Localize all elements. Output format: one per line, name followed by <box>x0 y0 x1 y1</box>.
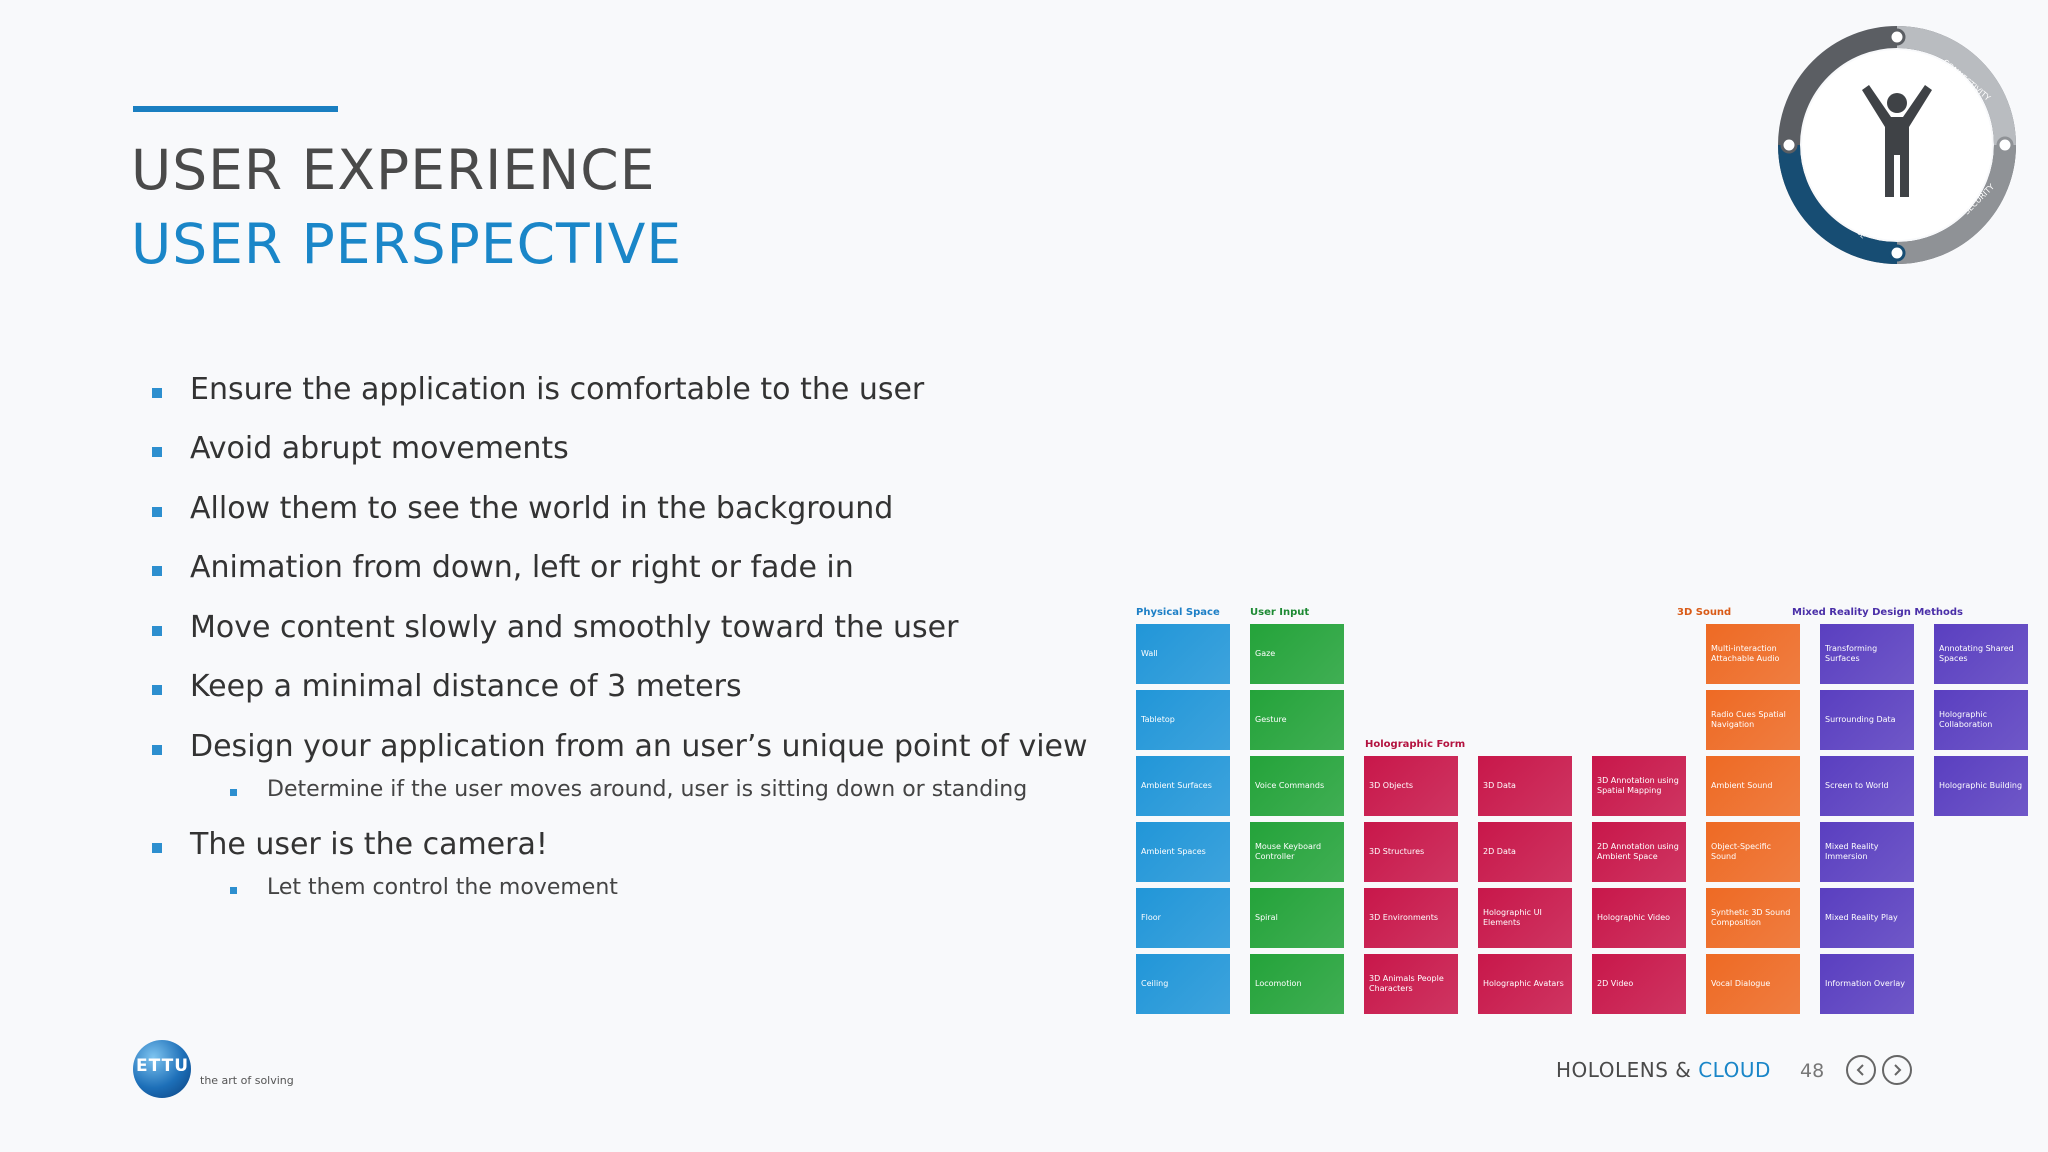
periodic-tile: Vocal Dialogue <box>1706 954 1800 1014</box>
ring-joint <box>1888 244 1906 262</box>
bullet-text: Ensure the application is comfortable to… <box>190 372 925 407</box>
periodic-tile: Gesture <box>1250 690 1344 750</box>
sub-bullet-text: Let them control the movement <box>267 875 618 900</box>
mixed-reality-periodic-table: Physical Space User Input Holographic Fo… <box>1128 600 2028 1020</box>
periodic-tile: Surrounding Data <box>1820 690 1914 750</box>
bullet-text: Move content slowly and smoothly toward … <box>190 610 959 645</box>
bullet-text: Allow them to see the world in the backg… <box>190 491 894 526</box>
footer-brand: HOLOLENS & CLOUD <box>1556 1058 1771 1082</box>
periodic-tile: 2D Video <box>1592 954 1686 1014</box>
ring-joint <box>1888 28 1906 46</box>
periodic-tile: Ambient Sound <box>1706 756 1800 816</box>
periodic-tile: Locomotion <box>1250 954 1344 1014</box>
bullet-square-icon <box>152 507 162 517</box>
footer-brand-accent: CLOUD <box>1698 1058 1771 1082</box>
periodic-tile: 3D Environments <box>1364 888 1458 948</box>
periodic-tile: 3D Structures <box>1364 822 1458 882</box>
title-accent-rule <box>133 106 338 112</box>
periodic-tile: Transforming Surfaces <box>1820 624 1914 684</box>
ring-segment-security <box>1896 144 2016 264</box>
bullet-text: Animation from down, left or right or fa… <box>190 550 854 585</box>
periodic-tile: Mixed Reality Play <box>1820 888 1914 948</box>
periodic-tile: Tabletop <box>1136 690 1230 750</box>
periodic-tile: Radio Cues Spatial Navigation <box>1706 690 1800 750</box>
bullet-text: Avoid abrupt movements <box>190 431 569 466</box>
bullet-square-icon <box>152 843 162 853</box>
category-label-mr-design-methods: Mixed Reality Design Methods <box>1792 607 1963 618</box>
periodic-tile: Synthetic 3D Sound Composition <box>1706 888 1800 948</box>
periodic-tile: Spiral <box>1250 888 1344 948</box>
ettu-tagline: the art of solving <box>200 1074 294 1087</box>
ring-segment-connectivity <box>1896 26 2016 146</box>
periodic-tile: Holographic Avatars <box>1478 954 1572 1014</box>
page-number: 48 <box>1800 1060 1825 1082</box>
periodic-tile: 2D Annotation using Ambient Space <box>1592 822 1686 882</box>
periodic-tile: Ambient Surfaces <box>1136 756 1230 816</box>
bullet-text: Keep a minimal distance of 3 meters <box>190 669 742 704</box>
bullet-square-icon <box>152 626 162 636</box>
bullet-text: The user is the camera! <box>190 827 548 862</box>
bullet-square-icon <box>152 447 162 457</box>
slide-subtitle: USER PERSPECTIVE <box>131 212 683 276</box>
bullet-square-icon <box>152 685 162 695</box>
periodic-tile: Floor <box>1136 888 1230 948</box>
periodic-tile: Holographic UI Elements <box>1478 888 1572 948</box>
sub-bullet-square-icon <box>230 789 237 796</box>
periodic-tile: Mixed Reality Immersion <box>1820 822 1914 882</box>
ring-segment-user-experience <box>1778 144 1898 264</box>
periodic-tile: 2D Data <box>1478 822 1572 882</box>
next-slide-button[interactable] <box>1882 1055 1912 1085</box>
periodic-tile: Object-Specific Sound <box>1706 822 1800 882</box>
category-label-user-input: User Input <box>1250 607 1310 618</box>
periodic-tile: 3D Annotation using Spatial Mapping <box>1592 756 1686 816</box>
bullet-text: Design your application from an user’s u… <box>190 729 1088 764</box>
periodic-tile: 3D Animals People Characters <box>1364 954 1458 1014</box>
slide-title: USER EXPERIENCE <box>131 138 656 202</box>
periodic-tile: Holographic Video <box>1592 888 1686 948</box>
ettu-logo-icon <box>133 1040 191 1098</box>
periodic-tile: Wall <box>1136 624 1230 684</box>
periodic-tile: Mouse Keyboard Controller <box>1250 822 1344 882</box>
category-label-3d-sound: 3D Sound <box>1677 607 1732 618</box>
category-label-physical-space: Physical Space <box>1136 607 1220 618</box>
periodic-tile: Information Overlay <box>1820 954 1914 1014</box>
periodic-tile: Holographic Building <box>1934 756 2028 816</box>
person-arms-raised-icon <box>1862 85 1932 197</box>
footer-brand-main: HOLOLENS & <box>1556 1058 1699 1082</box>
bullet-square-icon <box>152 566 162 576</box>
sub-bullet-text: Determine if the user moves around, user… <box>267 777 1028 802</box>
periodic-tile: Gaze <box>1250 624 1344 684</box>
periodic-tile: Screen to World <box>1820 756 1914 816</box>
category-label-holographic-form: Holographic Form <box>1365 739 1466 750</box>
bullet-square-icon <box>152 388 162 398</box>
ring-joint <box>1996 136 2014 154</box>
periodic-tile: Ambient Spaces <box>1136 822 1230 882</box>
ring-joint <box>1780 136 1798 154</box>
periodic-tile: 3D Data <box>1478 756 1572 816</box>
bullet-square-icon <box>152 745 162 755</box>
periodic-tile: Ceiling <box>1136 954 1230 1014</box>
chevron-right-icon <box>1894 1064 1902 1076</box>
periodic-tile: Holographic Collaboration <box>1934 690 2028 750</box>
pillars-ring-logo: DATA CONNECTIVITY SECURITY USER EXPERIEN… <box>1778 26 2016 264</box>
chevron-left-icon <box>1856 1064 1864 1076</box>
ettu-logo-text: ETTU <box>136 1056 189 1076</box>
periodic-tile: Multi-interaction Attachable Audio <box>1706 624 1800 684</box>
periodic-tile: Voice Commands <box>1250 756 1344 816</box>
sub-bullet-square-icon <box>230 887 237 894</box>
periodic-tile: 3D Objects <box>1364 756 1458 816</box>
periodic-tile: Annotating Shared Spaces <box>1934 624 2028 684</box>
prev-slide-button[interactable] <box>1846 1055 1876 1085</box>
